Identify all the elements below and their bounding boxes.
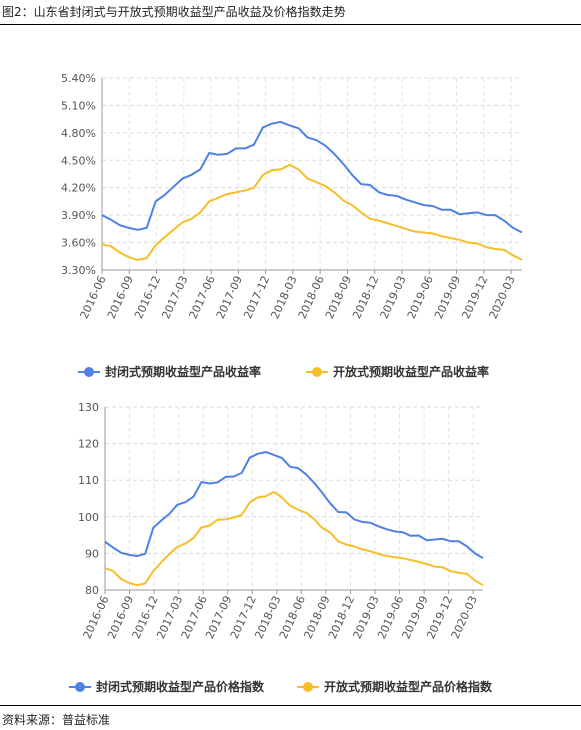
- y-tick-label: 90: [85, 547, 99, 560]
- bottom-rule: [0, 705, 581, 706]
- legend-label: 封闭式预期收益型产品收益率: [105, 364, 261, 379]
- x-tick-label: 2017-09: [214, 274, 245, 321]
- x-tick-label: 2017-06: [187, 274, 218, 321]
- legend-item-closed-end[interactable]: 封闭式预期收益型产品收益率: [78, 364, 261, 379]
- legend-label: 封闭式预期收益型产品价格指数: [96, 679, 265, 694]
- y-tick-label: 4.20%: [61, 182, 96, 195]
- legend-item-closed-end[interactable]: 封闭式预期收益型产品价格指数: [69, 679, 265, 694]
- y-tick-label: 5.40%: [61, 72, 96, 85]
- legend-label: 开放式预期收益型产品价格指数: [324, 679, 493, 694]
- x-tick-label: 2017-03: [159, 274, 190, 321]
- top-rule: [0, 24, 581, 25]
- figure-title: 图2：山东省封闭式与开放式预期收益型产品收益及价格指数走势: [2, 5, 346, 19]
- x-tick-label: 2016-09: [105, 274, 136, 321]
- x-tick-label: 2018-12: [350, 274, 381, 321]
- x-tick-label: 2018-06: [296, 274, 327, 321]
- price-index-chart: 80901001101201302016-062016-092016-12201…: [69, 401, 493, 694]
- legend-label: 开放式预期收益型产品收益率: [333, 364, 489, 379]
- legend-dot-swatch: [84, 367, 94, 377]
- y-tick-label: 4.80%: [61, 127, 96, 140]
- x-tick-label: 2018-03: [268, 274, 299, 321]
- yield-series-line-closed-end: [101, 120, 523, 234]
- yield-series-line-open-end: [101, 163, 523, 261]
- y-tick-label: 4.50%: [61, 154, 96, 167]
- x-tick-label: 2018-09: [323, 274, 354, 321]
- x-tick-label: 2016-06: [78, 274, 109, 321]
- x-tick-label: 2016-12: [132, 274, 163, 321]
- y-tick-label: 3.30%: [61, 264, 96, 277]
- y-tick-label: 80: [85, 584, 99, 597]
- yield-rate-chart: 3.30% 3.60% 3.90% 4.20% 4.50% 4.80% 5.10% 5.40%…: [61, 72, 523, 379]
- y-tick-label: 130: [78, 401, 99, 414]
- legend-dot-swatch: [303, 682, 313, 692]
- legend-item-open-end[interactable]: 开放式预期收益型产品价格指数: [297, 679, 493, 694]
- y-tick-label: 110: [78, 474, 99, 487]
- y-tick-label: 100: [78, 511, 99, 524]
- y-tick-label: 3.60%: [61, 237, 96, 250]
- x-tick-label: 2017-12: [241, 274, 272, 321]
- index-series-line-closed-end: [104, 451, 484, 560]
- x-tick-label: 2019-03: [378, 274, 409, 321]
- legend-item-open-end[interactable]: 开放式预期收益型产品收益率: [306, 364, 489, 379]
- source-note: 资料来源：普益标准: [2, 713, 111, 727]
- x-tick-label: 2019-09: [432, 274, 463, 321]
- legend-dot-swatch: [312, 367, 322, 377]
- x-tick-label: 2019-06: [405, 274, 436, 321]
- index-series-line-open-end: [104, 490, 484, 587]
- legend-dot-swatch: [75, 682, 85, 692]
- y-tick-label: 5.10%: [61, 99, 96, 112]
- y-tick-label: 3.90%: [61, 209, 96, 222]
- y-tick-label: 120: [78, 438, 99, 451]
- x-tick-label: 2019-12: [459, 274, 490, 321]
- x-tick-label: 2020-03: [487, 274, 518, 321]
